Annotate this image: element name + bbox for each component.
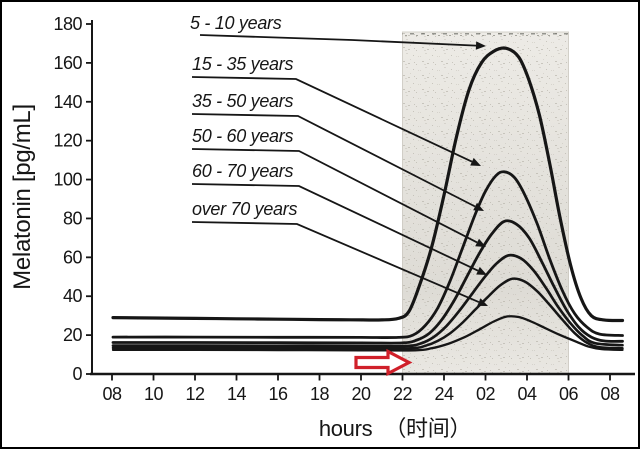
series-label-over-70-years: over 70 years [191, 199, 488, 306]
curve-50-60-years [111, 253, 624, 348]
series-label-60-70-years: 60 - 70 years [191, 161, 487, 275]
x-tick-label: 08 [600, 384, 620, 404]
y-tick-label: 160 [53, 53, 82, 73]
series-label-text: 35 - 50 years [192, 91, 293, 111]
leader-arrowhead-icon [475, 41, 486, 50]
leader-arrowhead-icon [475, 238, 486, 247]
leader-arrowhead-icon [477, 298, 488, 306]
x-tick-label: 10 [144, 384, 164, 404]
x-tick-label: 24 [434, 384, 454, 404]
scan-noise-strip [402, 32, 569, 37]
curve-over-70-years [111, 315, 624, 352]
leader-line [191, 183, 479, 272]
x-tick-label: 04 [517, 384, 537, 404]
curve-5-10-years [111, 46, 625, 323]
series-label-5-10-years: 5 - 10 years [190, 13, 486, 50]
series-label-text: 60 - 70 years [192, 161, 293, 181]
curve-15-35-years [111, 170, 624, 340]
series-label-35-50-years: 35 - 50 years [191, 91, 484, 211]
x-tick-label: 18 [310, 384, 330, 404]
series-label-15-35-years: 15 - 35 years [191, 54, 481, 166]
y-tick-label: 20 [63, 325, 83, 345]
y-axis-title: Melatonin [pg/mL] [9, 104, 36, 290]
x-axis-title: hours （时间） [319, 416, 471, 441]
leader-line [199, 34, 477, 47]
y-tick-label: 180 [53, 14, 82, 34]
x-tick-label: 12 [185, 384, 205, 404]
y-tick-label: 100 [53, 170, 82, 190]
leader-arrowhead-icon [473, 202, 484, 211]
x-tick-label: 08 [102, 384, 122, 404]
x-tick-label: 16 [268, 384, 288, 404]
y-tick-label: 40 [63, 286, 83, 306]
leader-line [191, 221, 480, 303]
y-tick-label: 0 [72, 364, 82, 384]
x-tick-label: 06 [559, 384, 579, 404]
red-arrow-icon [354, 348, 413, 377]
x-tick-label: 02 [476, 384, 496, 404]
leader-line [191, 113, 476, 208]
x-tick-label: 22 [393, 384, 413, 404]
series-label-50-60-years: 50 - 60 years [191, 126, 486, 247]
curve-60-70-years [111, 277, 624, 350]
curve-35-50-years [111, 219, 624, 345]
y-tick-label: 60 [63, 247, 83, 267]
x-tick-label: 20 [351, 384, 371, 404]
leader-arrowhead-icon [470, 157, 481, 166]
y-tick-label: 140 [53, 92, 82, 112]
series-label-text: over 70 years [192, 199, 297, 219]
x-tick-label: 14 [227, 384, 247, 404]
leader-arrowhead-icon [476, 266, 487, 275]
leader-line [191, 148, 478, 244]
series-label-text: 50 - 60 years [192, 126, 293, 146]
y-tick-label: 120 [53, 131, 82, 151]
series-label-text: 5 - 10 years [190, 13, 282, 33]
series-label-text: 15 - 35 years [192, 54, 293, 74]
leader-line [191, 76, 473, 163]
y-tick-label: 80 [63, 208, 83, 228]
